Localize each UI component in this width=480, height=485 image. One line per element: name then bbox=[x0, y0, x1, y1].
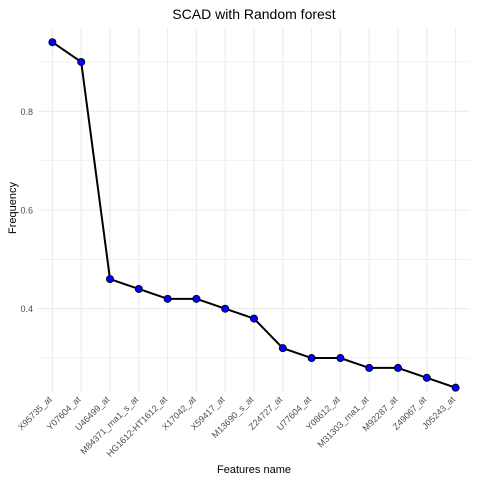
data-point bbox=[134, 284, 143, 293]
data-point bbox=[422, 373, 431, 382]
y-tick-label: 0.6 bbox=[20, 206, 33, 216]
data-point bbox=[106, 275, 115, 284]
x-tick-label: M31303_rna1_at bbox=[315, 394, 371, 450]
data-point bbox=[221, 304, 230, 313]
data-point bbox=[393, 363, 402, 372]
data-point bbox=[336, 354, 345, 363]
data-point bbox=[77, 57, 86, 66]
y-tick-label: 0.4 bbox=[20, 304, 33, 314]
data-point bbox=[192, 294, 201, 303]
data-point bbox=[249, 314, 258, 323]
y-axis-ticks: 0.4 0.6 0.8 bbox=[20, 107, 33, 314]
data-point bbox=[278, 344, 287, 353]
series-points bbox=[48, 38, 460, 392]
data-point bbox=[451, 383, 460, 392]
x-axis-ticks: X95735_atY07604_atU46499_atM84371_rna1_s… bbox=[16, 394, 457, 459]
data-point bbox=[307, 354, 316, 363]
grid bbox=[38, 28, 470, 392]
chart-title: SCAD with Random forest bbox=[172, 6, 336, 22]
data-point bbox=[365, 363, 374, 372]
data-point bbox=[163, 294, 172, 303]
y-axis-label: Frequency bbox=[7, 182, 19, 234]
data-point bbox=[48, 38, 57, 47]
y-tick-label: 0.8 bbox=[20, 107, 33, 117]
x-axis-label: Features name bbox=[217, 464, 291, 476]
